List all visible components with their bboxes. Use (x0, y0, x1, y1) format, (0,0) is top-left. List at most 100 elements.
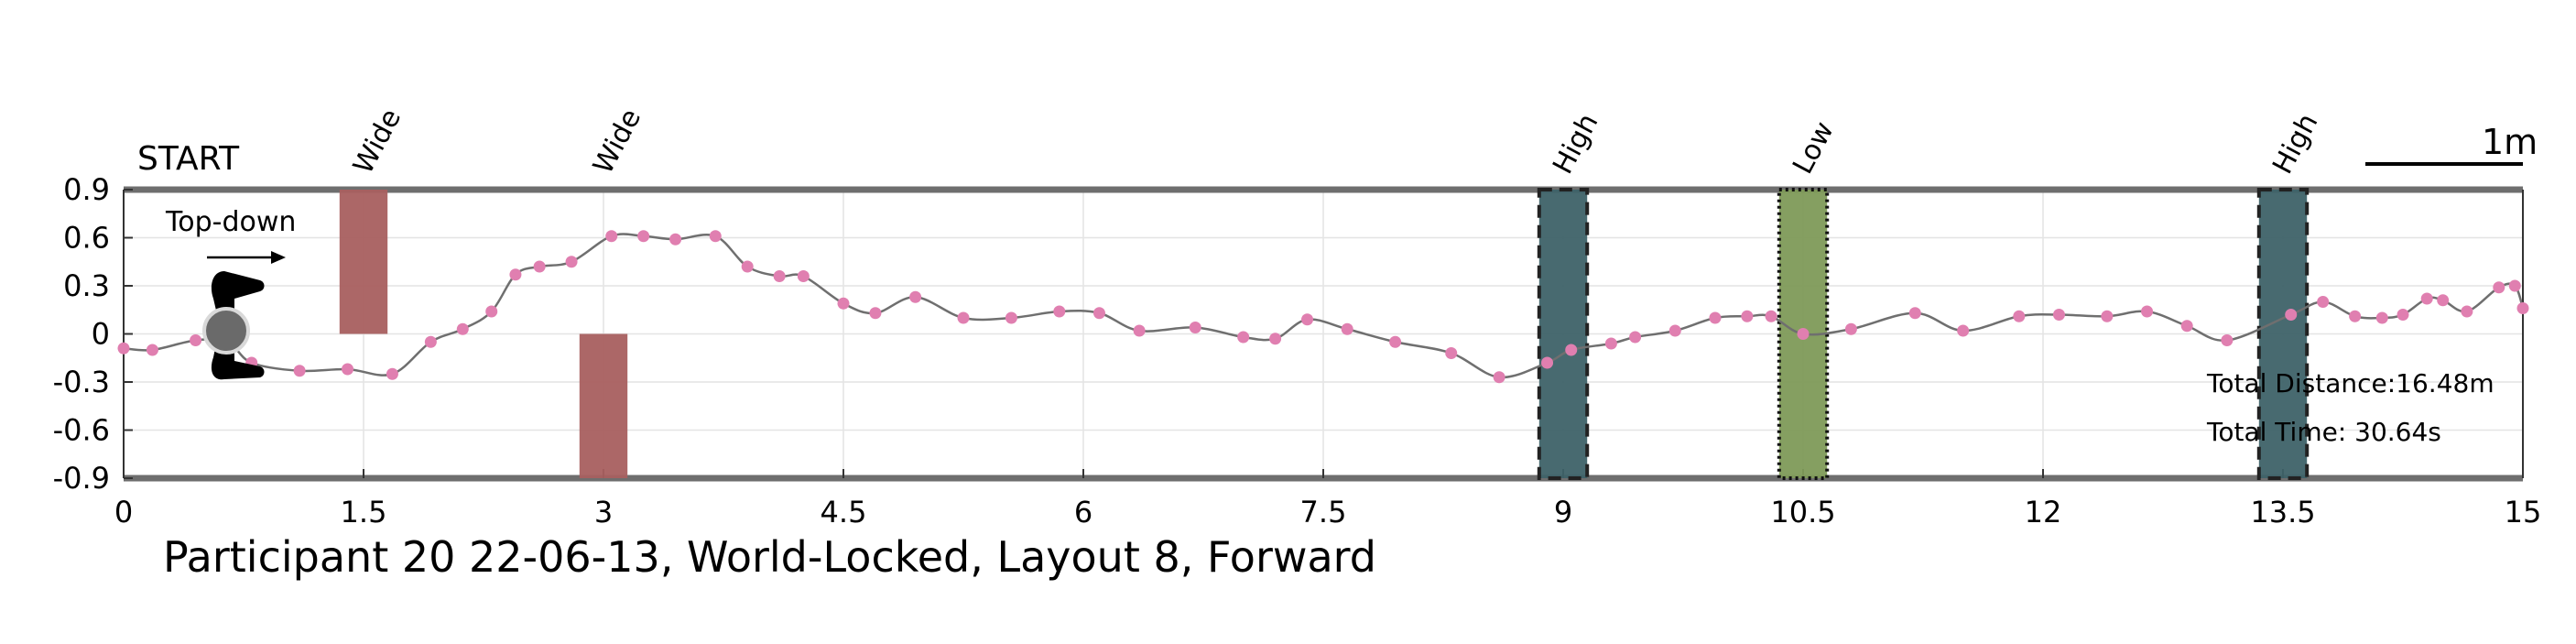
trajectory-point (869, 307, 882, 320)
x-tick-label: 12 (2025, 495, 2062, 529)
obstacle-high (2256, 188, 2310, 480)
y-tick-label: -0.9 (53, 461, 110, 496)
x-tick-label: 15 (2505, 495, 2542, 529)
trajectory-point (1301, 313, 1314, 326)
x-tick-label: 9 (1554, 495, 1572, 529)
axes (123, 186, 2524, 482)
trajectory-point (509, 268, 522, 281)
trajectory-point (2516, 302, 2529, 314)
trajectory-point (2221, 334, 2234, 346)
trajectory-point (1092, 307, 1105, 320)
trajectory-point (2101, 310, 2114, 322)
x-tick-label: 6 (1074, 495, 1092, 529)
trajectory-point (2461, 305, 2473, 318)
trajectory-point (117, 342, 130, 355)
trajectory-point (1269, 333, 1282, 345)
trajectory-point (533, 260, 546, 273)
y-tick-label: 0 (92, 317, 110, 352)
trajectory-point (2285, 309, 2298, 321)
trajectory-point (773, 270, 786, 282)
y-tick-label: -0.3 (53, 365, 110, 399)
trajectory-point (424, 335, 437, 348)
trajectory (117, 230, 2529, 384)
trajectory-point (1629, 331, 1642, 344)
trajectory-point (1133, 324, 1146, 337)
trajectory-point (1957, 324, 1970, 337)
start-label: START (137, 140, 240, 178)
total-time-text: Total Time: 30.64s (2206, 417, 2441, 447)
trajectory-point (2493, 281, 2505, 294)
trajectory-point (1604, 337, 1617, 350)
trajectory-point (1389, 335, 1402, 348)
trajectory-point (1005, 311, 1017, 324)
trajectory-point (1341, 322, 1353, 335)
direction-label: Top-down (165, 206, 296, 238)
trajectory-point (1668, 324, 1681, 337)
trajectory-point (456, 322, 469, 335)
trajectory-point (2508, 279, 2521, 292)
y-tick-label: 0.6 (63, 221, 110, 256)
trajectory-point (2349, 310, 2362, 322)
trajectory-point (2375, 311, 2388, 324)
obstacle-label: Wide (587, 104, 647, 180)
trajectory-point (2052, 309, 2065, 321)
x-tick-label: 0 (114, 495, 133, 529)
trajectory-point (2317, 296, 2330, 308)
obstacles: Wide Wide High Low High (339, 104, 2324, 480)
trajectory-point (1709, 311, 1722, 324)
trajectory-point (485, 305, 498, 318)
tick-labels: 0 1.5 3 4.5 6 7.5 9 10.5 12 13.5 15 0.9 0.6 0.3 0 -0.3 -… (53, 172, 2542, 529)
trajectory-point (2141, 305, 2154, 318)
x-tick-label: 1.5 (341, 495, 387, 529)
trajectory-point (2420, 292, 2433, 305)
obstacle-label: Wide (347, 104, 408, 180)
trajectory-point (1189, 322, 1201, 333)
obstacle-label: Low (1787, 116, 1841, 180)
trajectory-point (637, 230, 650, 243)
scale-bar: 1m (2365, 122, 2538, 166)
trajectory-point (190, 334, 202, 346)
trajectory-point (386, 367, 398, 380)
trajectory-point (709, 230, 722, 243)
x-tick-label: 7.5 (1300, 495, 1347, 529)
trajectory-point (2013, 310, 2026, 322)
trajectory-point (909, 290, 922, 303)
trajectory-point (1797, 328, 1810, 340)
obstacle-label: High (1547, 108, 1604, 179)
trajectory-point (1445, 347, 1458, 359)
trajectory-point (293, 365, 306, 377)
direction-arrow-icon (207, 251, 286, 264)
x-tick-label: 10.5 (1770, 495, 1835, 529)
obstacle-high (1537, 188, 1590, 480)
scale-label: 1m (2482, 122, 2538, 162)
y-tick-label: 0.9 (63, 172, 110, 207)
trajectory-point (1765, 310, 1777, 322)
trajectory-point (2437, 294, 2450, 307)
trajectory-point (1053, 305, 1066, 318)
obstacle-label: High (2266, 108, 2324, 179)
grid-lines (123, 189, 2524, 479)
trajectory-point (957, 311, 970, 324)
trajectory-point (2397, 309, 2409, 321)
trajectory-point (1844, 322, 1857, 335)
y-tick-label: 0.3 (63, 268, 110, 303)
x-tick-label: 3 (594, 495, 613, 529)
y-tick-label: -0.6 (53, 413, 110, 448)
trajectory-point (1541, 356, 1554, 369)
participant-avatar-icon (202, 271, 265, 380)
obstacle-wide (339, 190, 388, 334)
x-tick-label: 13.5 (2250, 495, 2315, 529)
trajectory-point (605, 230, 618, 243)
trajectory-point (797, 270, 810, 282)
trajectory-point (1908, 307, 1921, 320)
x-tick-label: 4.5 (821, 495, 867, 529)
trajectory-point (1237, 331, 1250, 344)
trajectory-point (1741, 310, 1754, 322)
obstacle-wide (579, 333, 628, 478)
trajectory-point (669, 233, 682, 246)
chart-title: Participant 20 22-06-13, World-Locked, L… (163, 532, 1376, 582)
trajectory-point (2180, 320, 2193, 333)
trajectory-point (565, 256, 578, 268)
trajectory-point (146, 344, 158, 356)
